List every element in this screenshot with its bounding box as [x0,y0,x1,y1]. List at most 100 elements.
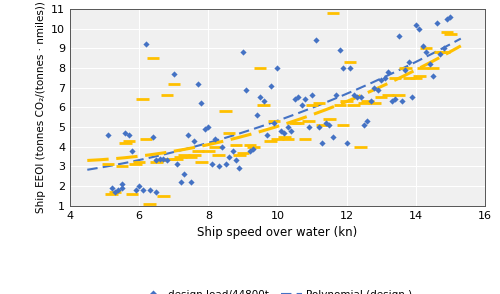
Point [242,87,250,92]
Point [149,134,157,139]
Point [360,123,368,127]
Point [274,66,281,70]
Point [342,141,350,145]
Point [138,188,146,192]
Point [394,34,402,39]
Point [374,87,382,92]
Point [256,95,264,100]
Point [346,66,354,70]
Point [142,42,150,47]
Legend: design load/44800t, full load/50400t, Polynomial (design ), Polynomial (full): design load/44800t, full load/50400t, Po… [143,290,412,294]
Point [308,93,316,98]
Point [252,113,261,118]
Y-axis label: Ship EEOI (tonnes CO₂/(tonnes · nmiles)): Ship EEOI (tonnes CO₂/(tonnes · nmiles)) [36,1,46,213]
Point [370,85,378,90]
Point [436,52,444,56]
Point [322,121,330,126]
Point [440,46,448,51]
Point [208,162,216,167]
Point [104,133,112,137]
Point [429,74,437,78]
Point [132,188,140,192]
Point [405,60,413,64]
Point [108,186,116,191]
Point [176,180,184,185]
Point [398,99,406,104]
Point [163,158,171,163]
Point [270,121,278,126]
Point [336,48,344,53]
Point [198,101,205,106]
Point [118,186,126,191]
Point [353,95,361,100]
Point [125,133,133,137]
Point [250,146,258,151]
Point [128,148,136,153]
Point [190,138,198,143]
Point [111,190,119,194]
Point [412,22,420,27]
Point [277,128,285,133]
Point [294,95,302,100]
Point [315,125,323,129]
Point [156,156,164,161]
Point [301,97,309,102]
Point [377,77,385,82]
Point [332,93,340,98]
Point [318,141,326,145]
Point [211,136,219,141]
Point [263,133,271,137]
Point [284,125,292,129]
Point [201,127,209,131]
Point [152,190,160,194]
Point [291,97,299,102]
Point [426,62,434,66]
Point [184,133,192,137]
Point [114,188,122,192]
Point [364,119,372,123]
Point [391,97,399,102]
Point [384,69,392,74]
X-axis label: Ship speed over water (kn): Ship speed over water (kn) [198,226,358,239]
Point [204,125,212,129]
Point [280,131,288,135]
Point [388,99,396,104]
Point [118,182,126,186]
Point [367,99,375,104]
Point [232,158,240,163]
Point [446,14,454,19]
Point [416,26,424,31]
Point [326,123,334,127]
Point [180,172,188,177]
Point [228,148,236,153]
Point [443,16,451,21]
Point [260,99,268,104]
Point [266,83,274,88]
Point [339,66,347,70]
Point [152,158,160,163]
Point [146,188,154,192]
Point [418,44,426,49]
Point [422,50,430,54]
Point [298,103,306,108]
Point [304,125,312,129]
Point [329,134,337,139]
Point [356,95,364,100]
Point [380,75,388,80]
Point [214,164,222,169]
Point [173,162,181,167]
Point [288,128,296,133]
Point [218,144,226,149]
Point [170,71,178,76]
Point [236,166,244,171]
Point [402,68,409,72]
Point [312,38,320,43]
Point [408,95,416,100]
Point [187,180,195,185]
Point [246,148,254,153]
Point [350,93,358,98]
Point [225,154,233,159]
Point [135,184,143,188]
Point [239,50,247,54]
Point [222,162,230,167]
